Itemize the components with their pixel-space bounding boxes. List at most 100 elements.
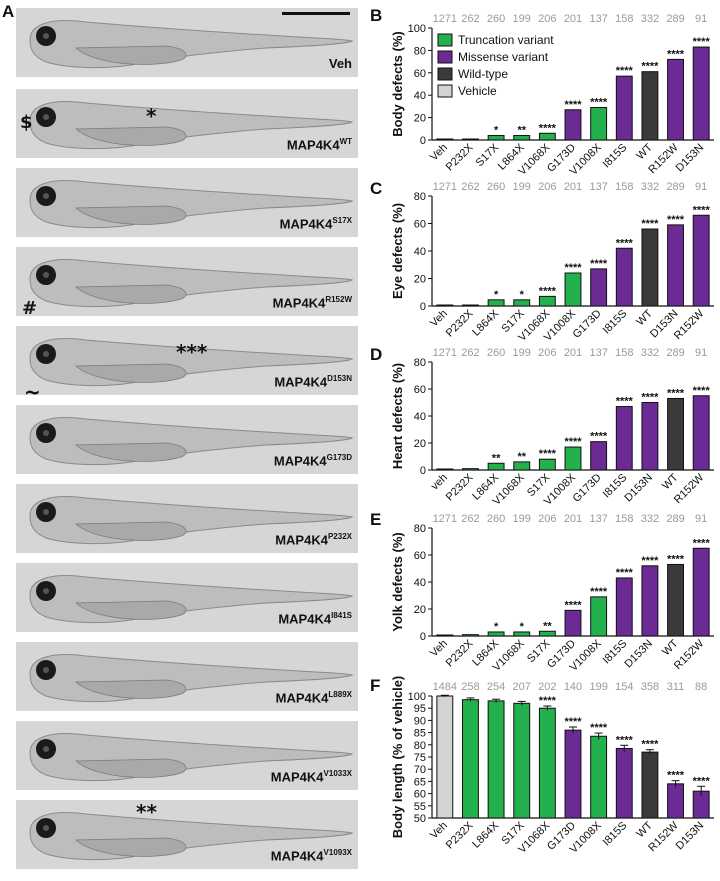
y-tick-label: 0	[420, 631, 426, 643]
fish-panel-label: MAP4K4V1033X	[271, 769, 352, 784]
fish-panel-label: MAP4K4R152W	[273, 295, 352, 310]
x-tick-label: I815S	[601, 820, 630, 849]
panel-letter-e: E	[370, 510, 382, 529]
x-tick-label: P232X	[444, 637, 476, 669]
y-tick-label: 80	[414, 740, 426, 752]
bar-g173d	[564, 609, 582, 637]
fish-label-gene: MAP4K4	[275, 690, 329, 705]
sample-count: 289	[666, 513, 684, 525]
sample-count: 260	[487, 13, 505, 25]
bar-p232x	[462, 468, 479, 471]
sample-count: 137	[589, 513, 607, 525]
bar-wt	[641, 71, 659, 141]
bar-i815s	[615, 747, 633, 819]
sample-count: 88	[695, 681, 707, 693]
significance-marker: ****	[539, 695, 557, 707]
fish-panel-label: MAP4K4D153N	[274, 374, 352, 389]
fish-panel-11: MAP4K4V1093X	[16, 800, 358, 869]
fish-panel-10: MAP4K4V1033X	[16, 721, 358, 790]
sample-count: 289	[666, 347, 684, 359]
sample-count: 91	[695, 347, 707, 359]
bar-g173d	[590, 441, 608, 471]
bar-veh	[436, 304, 454, 307]
sample-count: 358	[641, 681, 659, 693]
fish-image	[29, 496, 354, 545]
y-tick-label: 100	[408, 23, 426, 35]
y-tick-label: 50	[414, 813, 426, 825]
legend-swatch-missense	[437, 50, 453, 64]
significance-marker: ****	[564, 436, 582, 448]
fish-image	[29, 259, 354, 308]
legend-label: Wild-type	[458, 67, 508, 81]
y-tick-label: 0	[420, 135, 426, 147]
legend-swatch-vehicle	[437, 84, 453, 98]
fish-label-variant: L889X	[328, 689, 352, 699]
bar-p232x	[462, 304, 479, 307]
significance-marker: ****	[693, 204, 711, 216]
x-tick-label: D153N	[622, 472, 655, 505]
sample-count: 311	[667, 681, 685, 693]
bar-v1008x	[590, 735, 608, 819]
significance-marker: **	[517, 125, 526, 137]
sample-count: 158	[615, 181, 633, 193]
bar-g173d	[564, 109, 582, 141]
y-tick-label: 95	[414, 703, 426, 715]
panel-letter-f: F	[370, 676, 381, 695]
legend-swatch-wildtype	[437, 67, 453, 81]
bar-p232x	[462, 138, 479, 141]
scale-bar	[282, 12, 350, 15]
significance-marker: *	[520, 621, 525, 633]
fish-panel-label: MAP4K4P232X	[275, 532, 352, 547]
bar-wt	[641, 751, 659, 819]
sample-count: 262	[461, 347, 479, 359]
fish-label-variant: D153N	[327, 373, 352, 383]
significance-marker: ****	[667, 387, 685, 399]
fish-panel-7: MAP4K4P232X	[16, 484, 358, 553]
y-tick-label: 0	[420, 465, 426, 477]
y-axis-label: Heart defects (%)	[390, 363, 405, 469]
bar-l864x	[487, 700, 505, 819]
significance-marker: *	[520, 289, 525, 301]
y-tick-label: 60	[414, 789, 426, 801]
sample-count: 262	[461, 13, 479, 25]
fish-image	[29, 812, 354, 861]
sample-count: 332	[641, 13, 659, 25]
sample-count: 207	[513, 681, 531, 693]
fish-image	[29, 180, 354, 229]
fish-label-variant: V1033X	[323, 768, 352, 778]
fish-label-variant: I841S	[331, 610, 352, 620]
sample-count: 258	[461, 681, 479, 693]
x-tick-label: G173D	[571, 472, 604, 505]
fish-panel-label: MAP4K4I841S	[278, 611, 352, 626]
significance-marker: ****	[590, 722, 608, 734]
sample-count: 91	[695, 13, 707, 25]
x-tick-label: L864X	[470, 819, 501, 850]
y-tick-label: 80	[414, 523, 426, 535]
sample-count: 289	[666, 13, 684, 25]
x-tick-label: R152W	[646, 819, 681, 854]
bar-p232x	[462, 634, 479, 637]
fish-panel-label: MAP4K4V1093X	[271, 848, 352, 863]
sample-count: 260	[487, 347, 505, 359]
bar-v1008x	[590, 107, 608, 141]
sample-count: 91	[695, 513, 707, 525]
fish-label-variant: S17X	[332, 215, 352, 225]
sample-count: 262	[461, 181, 479, 193]
x-tick-label: veh	[429, 472, 450, 493]
y-tick-label: 60	[414, 550, 426, 562]
sample-count: 137	[589, 347, 607, 359]
bar-v1068x	[538, 707, 556, 819]
sample-count: 158	[615, 13, 633, 25]
y-tick-label: 60	[414, 384, 426, 396]
bar-r152w	[667, 783, 684, 819]
fish-label-gene: MAP4K4	[278, 611, 332, 626]
legend-label: Vehicle	[458, 84, 497, 98]
legend-label: Truncation variant	[458, 33, 554, 47]
bar-i815s	[615, 577, 633, 637]
fish-label-gene: MAP4K4	[270, 769, 324, 784]
significance-marker: ****	[590, 258, 608, 270]
x-tick-label: P232X	[444, 307, 476, 339]
y-axis-label: Body defects (%)	[390, 31, 405, 136]
chart-b: 1271 262 260 199 206 201 137 158 332 289 91 0 20 40 60…	[390, 13, 714, 178]
